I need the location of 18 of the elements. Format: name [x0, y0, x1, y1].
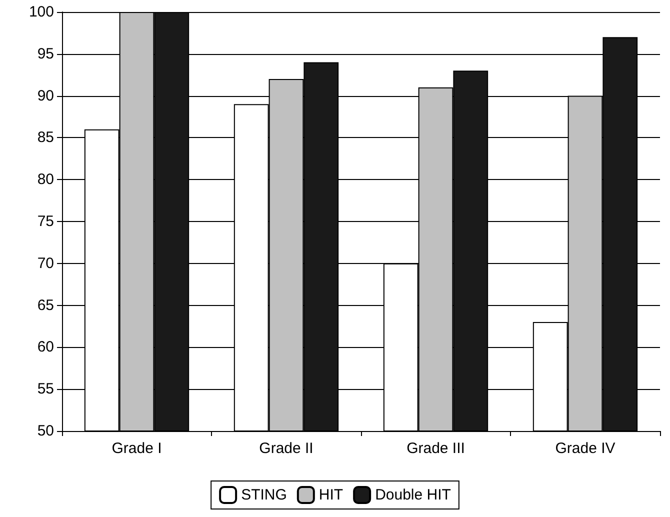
y-tick-label: 55: [37, 380, 54, 398]
y-tick-label: 50: [37, 422, 54, 440]
legend-label: STING: [241, 486, 287, 504]
y-tick-label: 60: [37, 338, 54, 356]
y-tick-label: 85: [37, 129, 54, 146]
x-tick-label: Grade IV: [555, 440, 616, 457]
legend-label: HIT: [318, 486, 344, 504]
x-tick-label: Grade III: [406, 440, 465, 457]
x-tick-label: Grade II: [259, 440, 314, 457]
legend-label: Double HIT: [375, 486, 451, 504]
y-tick-label: 80: [37, 171, 54, 188]
y-tick-label: 90: [37, 87, 54, 104]
y-tick-label: 100: [28, 4, 54, 20]
y-tick-label: 65: [37, 296, 54, 314]
y-tick-label: 75: [37, 213, 54, 230]
y-tick-label: 95: [37, 45, 54, 62]
y-tick-label: 70: [37, 254, 54, 272]
x-tick-label: Grade I: [112, 440, 162, 457]
